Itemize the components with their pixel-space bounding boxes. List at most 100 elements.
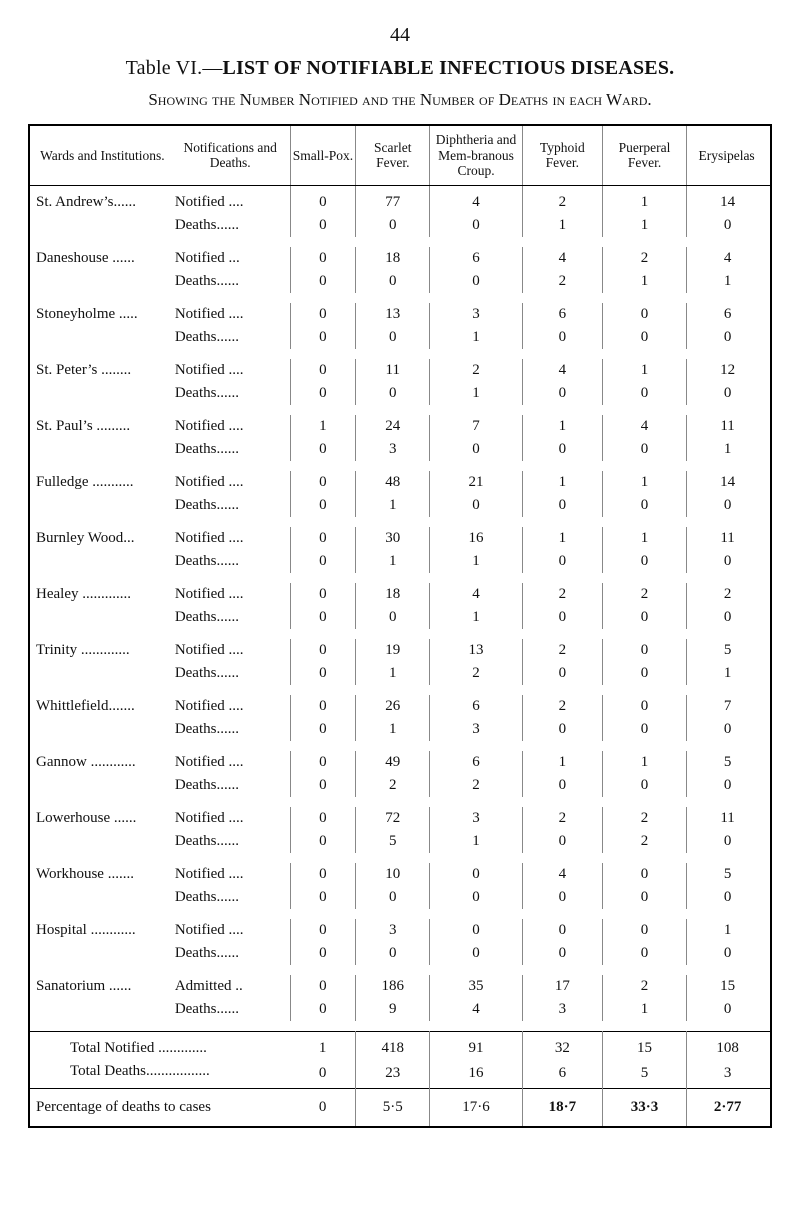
notif-deaths-cell: Notified .... bbox=[171, 415, 290, 438]
notif-deaths-cell: Deaths...... bbox=[171, 886, 290, 909]
value-cell: 0 bbox=[430, 863, 522, 886]
value-cell: 0 bbox=[290, 270, 356, 293]
value-cell: 0 bbox=[602, 606, 686, 629]
value-cell: 0 bbox=[522, 438, 602, 461]
notif-deaths-cell: Deaths...... bbox=[171, 550, 290, 573]
value-cell: 4 bbox=[522, 359, 602, 382]
value-cell: 0 bbox=[356, 606, 430, 629]
value-cell: 1 bbox=[356, 718, 430, 741]
value-cell: 0 bbox=[687, 998, 771, 1021]
value-cell: 0 bbox=[290, 975, 356, 998]
value-cell: 0 bbox=[290, 886, 356, 909]
value-cell: 4 bbox=[522, 247, 602, 270]
table-row: St. Andrew’s......Notified ....07742114 bbox=[29, 185, 771, 214]
notif-deaths-cell: Notified .... bbox=[171, 303, 290, 326]
notif-deaths-cell: Deaths...... bbox=[171, 214, 290, 237]
ward-name-cell: Stoneyholme ..... bbox=[29, 303, 171, 326]
value-cell: 2 bbox=[522, 583, 602, 606]
percentage-sp: 0 bbox=[290, 1088, 356, 1127]
table-row: Deaths......051020 bbox=[29, 830, 771, 853]
table-row: St. Peter’s ........Notified ....0112411… bbox=[29, 359, 771, 382]
percentage-pu: 33·3 bbox=[602, 1088, 686, 1127]
table-title: Table VI.—LIST OF NOTIFIABLE INFECTIOUS … bbox=[28, 57, 772, 80]
value-cell: 4 bbox=[687, 247, 771, 270]
total-deaths-di: 16 bbox=[430, 1060, 522, 1089]
table-header: Wards and Institutions. Notifications an… bbox=[29, 125, 771, 185]
value-cell: 0 bbox=[356, 382, 430, 405]
value-cell: 2 bbox=[430, 774, 522, 797]
row-spacer bbox=[29, 461, 771, 471]
total-deaths-sp: 0 bbox=[290, 1060, 356, 1089]
value-cell: 1 bbox=[602, 998, 686, 1021]
value-cell: 0 bbox=[290, 583, 356, 606]
value-cell: 11 bbox=[687, 415, 771, 438]
page: 44 Table VI.—LIST OF NOTIFIABLE INFECTIO… bbox=[0, 0, 800, 1158]
table-row: Whittlefield.......Notified ....0266207 bbox=[29, 695, 771, 718]
table-row: Deaths......011000 bbox=[29, 550, 771, 573]
row-spacer bbox=[29, 1021, 771, 1032]
ward-name-cell bbox=[29, 942, 171, 965]
value-cell: 1 bbox=[356, 494, 430, 517]
value-cell: 11 bbox=[687, 807, 771, 830]
row-spacer bbox=[29, 293, 771, 303]
value-cell: 48 bbox=[356, 471, 430, 494]
value-cell: 49 bbox=[356, 751, 430, 774]
value-cell: 14 bbox=[687, 471, 771, 494]
value-cell: 0 bbox=[290, 359, 356, 382]
value-cell: 2 bbox=[687, 583, 771, 606]
value-cell: 2 bbox=[356, 774, 430, 797]
value-cell: 0 bbox=[430, 214, 522, 237]
value-cell: 1 bbox=[602, 214, 686, 237]
value-cell: 0 bbox=[522, 550, 602, 573]
value-cell: 0 bbox=[290, 639, 356, 662]
value-cell: 0 bbox=[290, 494, 356, 517]
value-cell: 3 bbox=[522, 998, 602, 1021]
value-cell: 0 bbox=[602, 863, 686, 886]
table-row: Stoneyholme .....Notified ....0133606 bbox=[29, 303, 771, 326]
value-cell: 0 bbox=[290, 303, 356, 326]
value-cell: 0 bbox=[290, 942, 356, 965]
value-cell: 0 bbox=[290, 718, 356, 741]
ward-name-cell bbox=[29, 438, 171, 461]
percentage-label: Percentage of deaths to cases bbox=[29, 1088, 290, 1127]
value-cell: 2 bbox=[602, 247, 686, 270]
ward-name-cell: Whittlefield....... bbox=[29, 695, 171, 718]
value-cell: 0 bbox=[290, 185, 356, 214]
value-cell: 72 bbox=[356, 807, 430, 830]
value-cell: 3 bbox=[356, 919, 430, 942]
notif-deaths-cell: Notified .... bbox=[171, 919, 290, 942]
ward-name-cell bbox=[29, 550, 171, 573]
title-main: LIST OF NOTIFIABLE INFECTIOUS DISEASES. bbox=[223, 57, 675, 79]
value-cell: 0 bbox=[290, 998, 356, 1021]
ward-name-cell: Hospital ............ bbox=[29, 919, 171, 942]
table-row: Deaths......013000 bbox=[29, 718, 771, 741]
total-notified-sf: 418 bbox=[356, 1031, 430, 1060]
value-cell: 0 bbox=[430, 886, 522, 909]
value-cell: 1 bbox=[602, 185, 686, 214]
table-row: Fulledge ...........Notified ....0482111… bbox=[29, 471, 771, 494]
table-row: Sanatorium ......Admitted ..01863517215 bbox=[29, 975, 771, 998]
value-cell: 3 bbox=[430, 807, 522, 830]
page-number: 44 bbox=[28, 24, 772, 47]
value-cell: 0 bbox=[290, 751, 356, 774]
value-cell: 0 bbox=[522, 830, 602, 853]
value-cell: 0 bbox=[687, 942, 771, 965]
ward-name-cell bbox=[29, 886, 171, 909]
total-deaths-sf: 23 bbox=[356, 1060, 430, 1089]
value-cell: 0 bbox=[522, 718, 602, 741]
value-cell: 4 bbox=[430, 583, 522, 606]
value-cell: 5 bbox=[356, 830, 430, 853]
col-diphtheria: Diphtheria and Mem-branous Croup. bbox=[430, 125, 522, 185]
value-cell: 0 bbox=[290, 606, 356, 629]
ward-name-cell bbox=[29, 214, 171, 237]
total-notified-sp: 1 bbox=[290, 1031, 356, 1060]
value-cell: 18 bbox=[356, 247, 430, 270]
total-deaths-row: Total Deaths................. 0 23 16 6 … bbox=[29, 1060, 771, 1089]
ward-name-cell bbox=[29, 998, 171, 1021]
value-cell: 0 bbox=[602, 886, 686, 909]
value-cell: 30 bbox=[356, 527, 430, 550]
row-spacer bbox=[29, 517, 771, 527]
total-deaths-er: 3 bbox=[687, 1060, 771, 1089]
ward-name-cell bbox=[29, 830, 171, 853]
table-row: Hospital ............Notified ....030001 bbox=[29, 919, 771, 942]
